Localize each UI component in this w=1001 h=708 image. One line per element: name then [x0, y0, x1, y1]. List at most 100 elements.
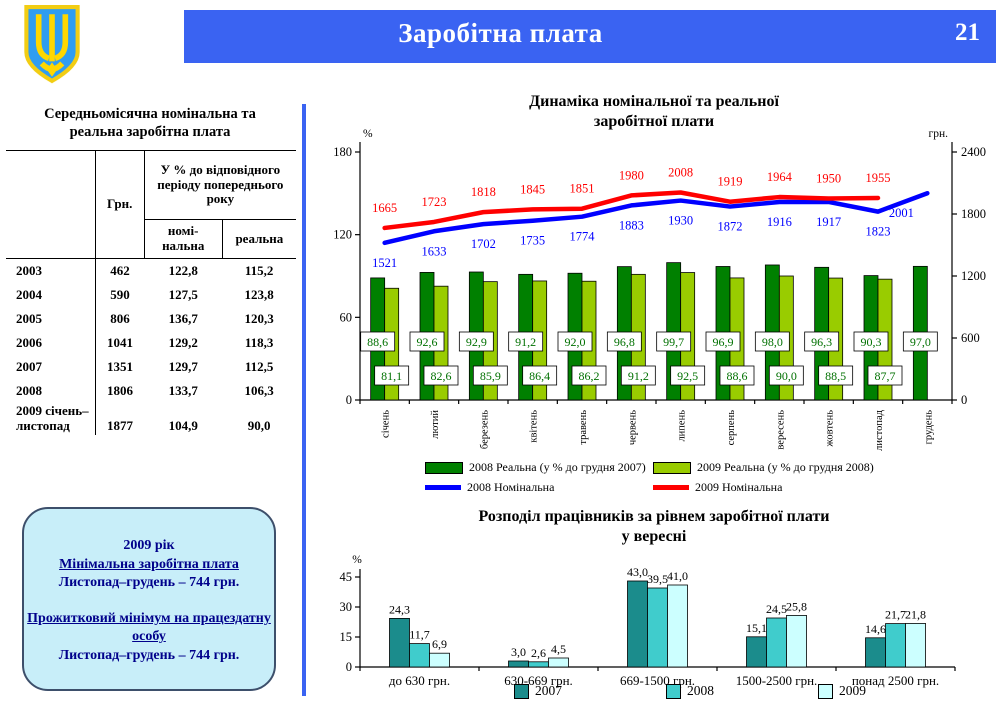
bar-label-2008: 96,3	[811, 335, 832, 349]
bar-2007	[389, 618, 410, 668]
point-label: 1818	[471, 185, 496, 199]
axes	[355, 142, 957, 404]
left-tick-label: 0	[346, 393, 352, 407]
y-axis-label: %	[352, 554, 362, 566]
point-label: 1774	[570, 230, 596, 244]
point-label: 1823	[866, 225, 891, 239]
legend-swatch-2007	[514, 683, 529, 699]
bar-2007	[865, 637, 886, 668]
bar-2009	[905, 623, 926, 668]
table-row: 2007 1351 129,7 112,5	[6, 355, 296, 379]
bar-2007	[746, 636, 767, 668]
legend-swatch-2008-real	[425, 461, 463, 474]
combo-chart-title: Динаміка номінальної та реальної заробіт…	[529, 93, 779, 130]
legend-item: 2008 Реальна (у % до грудня 2007)	[425, 460, 646, 475]
month-label: вересень	[775, 410, 786, 450]
header-year	[6, 150, 96, 259]
month-label: лютий	[430, 410, 441, 439]
spacer	[24, 593, 274, 610]
bar-label-2009: 90,0	[776, 369, 797, 383]
legend-swatch-2008	[666, 683, 681, 699]
bar-label-2008: 92,0	[565, 335, 586, 349]
bar-value-label: 14,6	[865, 622, 886, 636]
header-real: реальна	[222, 219, 296, 259]
bar-2009	[786, 615, 807, 668]
min-wage-value: Листопад–грудень – 744 грн.	[58, 575, 240, 591]
bar-label-2008: 96,9	[713, 335, 734, 349]
subsistence-value: Листопад–грудень – 744 грн.	[58, 648, 240, 664]
bar-label-2009: 92,5	[677, 369, 698, 383]
table-row: 2008 1806 133,7 106,3	[6, 379, 296, 403]
line-2008-nominal	[382, 190, 930, 246]
point-label: 1723	[422, 195, 447, 209]
line-2009-nominal	[382, 190, 881, 231]
point-label: 1919	[718, 175, 743, 189]
bar-label-2008: 99,7	[663, 335, 684, 349]
bar-2009	[429, 652, 450, 668]
table-row: 2005 806 136,7 120,3	[6, 307, 296, 331]
bar-value-label: 39,5	[647, 572, 668, 586]
y-tick-label: 0	[346, 660, 352, 674]
combo-chart-legend: 2008 Реальна (у % до грудня 2007) 2008 Н…	[311, 458, 1001, 502]
bar-value-label: 41,0	[667, 569, 688, 583]
bar-value-label: 21,8	[905, 607, 926, 621]
bar-value-label: 2,6	[531, 646, 546, 660]
bar-label-2008: 91,2	[515, 335, 536, 349]
legend-item: 2009 Реальна (у % до грудня 2008)	[653, 460, 874, 475]
bar-value-boxes: 88,6 81,1 92,6 82,6 92,9 85,9 91,2 86,4 92,0 86,2…	[360, 331, 938, 386]
point-label: 1950	[816, 172, 841, 186]
vertical-divider	[302, 104, 306, 696]
point-label: 1735	[520, 234, 545, 248]
point-label: 1917	[816, 215, 841, 229]
point-label: 1665	[372, 201, 397, 215]
month-label: червень	[627, 410, 638, 445]
table-subheader-row: номі-нальна реальна	[6, 219, 296, 259]
point-label: 1851	[570, 182, 595, 196]
ukraine-coat-of-arms	[24, 5, 80, 84]
bar-2008	[766, 617, 787, 668]
page-number: 21	[955, 19, 980, 46]
table-row: 2006 1041 129,2 118,3	[6, 331, 296, 355]
category-label: до 630 грн.	[389, 673, 450, 688]
point-label: 1916	[767, 215, 792, 229]
bar-2008	[528, 661, 549, 668]
bar-2008	[409, 643, 430, 668]
right-axis-label: грн.	[929, 128, 949, 140]
point-label: 1964	[767, 170, 793, 184]
info-year: 2009 рік	[123, 538, 175, 553]
right-tick-label: 600	[961, 331, 980, 345]
bar-value-label: 11,7	[409, 628, 430, 642]
bar-label-2009: 87,7	[875, 369, 896, 383]
bar-label-2009: 88,6	[727, 369, 748, 383]
bar-label-2009: 86,2	[579, 369, 600, 383]
page-title: Заробітна плата	[398, 18, 603, 48]
right-tick-label: 1800	[961, 207, 986, 221]
left-tick-label: 180	[333, 145, 352, 159]
bar-2008	[885, 623, 906, 668]
header-hrn: Грн.	[95, 150, 145, 259]
point-label: 1633	[422, 244, 447, 258]
point-label: 1883	[619, 218, 644, 232]
title-banner: 21	[184, 10, 996, 63]
month-label: березень	[479, 410, 490, 449]
y-tick-label: 30	[340, 600, 353, 614]
wage-table: Грн. У % до відповідного періоду поперед…	[6, 150, 296, 435]
header-pct-group: У % до відповідного періоду попереднього…	[144, 150, 296, 220]
point-label: 1521	[372, 256, 397, 270]
month-label: липень	[677, 410, 688, 442]
header-nominal: номі-нальна	[144, 219, 223, 259]
table-header-row: Грн. У % до відповідного періоду поперед…	[6, 150, 296, 259]
left-tick-label: 60	[340, 310, 353, 324]
trident-base	[46, 62, 58, 77]
bar-label-2009: 88,5	[825, 369, 846, 383]
bar-label-2008: 96,8	[614, 335, 635, 349]
left-tick-label: 120	[333, 228, 352, 242]
table-row: 2009 січень–листопад 1877 104,9 90,0	[6, 403, 296, 435]
right-tick-label: 0	[961, 393, 967, 407]
bar-value-label: 15,1	[746, 621, 767, 635]
month-label: грудень	[923, 410, 934, 445]
left-axis-label: %	[363, 128, 373, 140]
